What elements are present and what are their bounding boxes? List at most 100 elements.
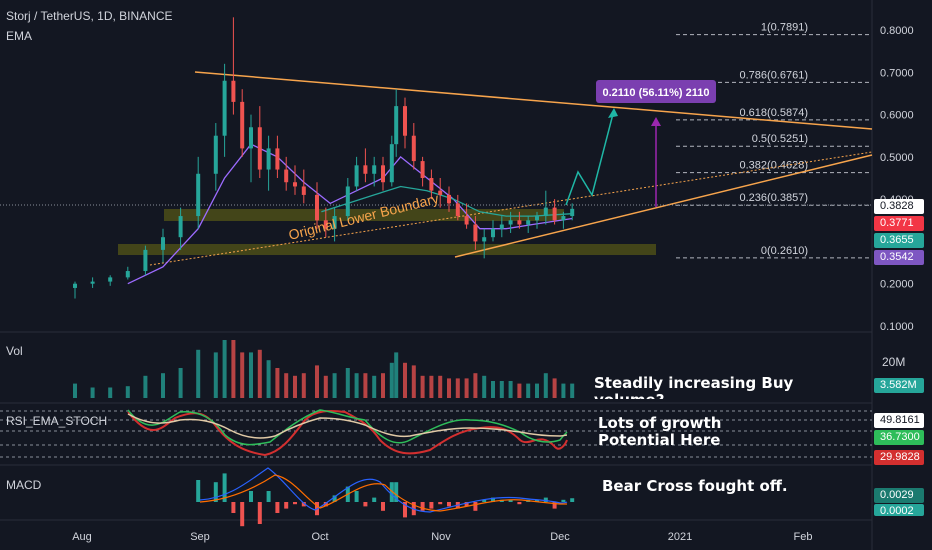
macd-histogram-bar [222,473,227,502]
volume-bar [389,362,394,398]
indicator-title: EMA [6,29,33,43]
candle-body [411,135,416,162]
volume-bar [323,375,328,398]
volume-bar [482,375,487,398]
candle-body [213,135,218,174]
price-tick-label: 0.1000 [880,321,914,333]
volume-bar [438,375,443,398]
candle-body [429,178,434,191]
volume-bar [464,378,469,398]
volume-bar [108,387,113,398]
volume-bar [293,375,297,398]
symbol-title: Storj / TetherUS, 1D, BINANCE [6,9,173,23]
candle-body [464,216,469,225]
target-measure-arrowhead [651,117,661,126]
macd-signal-line [199,474,567,512]
volume-bar [381,373,385,398]
candle-body [73,283,77,288]
macd-histogram-bar [543,497,548,502]
volume-bar [90,387,95,398]
fib-level-label: 1(0.7891) [761,22,808,34]
macd-histogram-bar [275,502,280,513]
candle-body [249,127,253,149]
macd-histogram-bar [332,495,337,502]
volume-annotation: Steadily increasing Buy volume? [594,375,794,399]
rsi-pane [0,409,872,458]
volume-bar [561,383,566,398]
macd-histogram-bar [464,502,469,507]
time-tick-label: Sep [190,531,210,543]
macd-histogram-bar [429,502,434,509]
volume-bar [125,386,130,398]
macd-histogram-bar [323,502,328,507]
macd-label-lower: 0.0002 [874,504,924,516]
fib-level-label: 0.618(0.5874) [740,107,809,119]
candle-body [420,161,425,178]
candle-body [323,220,328,229]
price-label: 0.3655 [874,233,924,248]
upper-trendline [194,71,873,130]
volume-bar [284,373,289,398]
pane-separators [0,0,873,550]
volume-axis-label: 20M [882,355,905,369]
volume-bar [372,375,377,398]
trend-lines [0,71,873,266]
rsi-line-beige [127,413,568,439]
macd-histogram-bar [552,502,557,509]
volume-bar [394,352,399,398]
candle-body [552,207,557,221]
candle-body [526,220,531,225]
price-label: 0.3542 [874,250,924,265]
ema-line [127,143,573,285]
candle-body [455,203,460,217]
candle-body [473,224,478,242]
fib-level-label: 0.786(0.6761) [740,69,809,81]
candle-body [231,80,236,102]
volume-bar [301,373,306,398]
macd-histogram-bar [249,491,253,502]
macd-histogram-bar [293,502,297,505]
candle-body [293,182,297,187]
time-axis[interactable]: Aug Sep Oct Nov Dec 2021 Feb [72,531,812,543]
candle-body [403,106,407,136]
candle-body [535,216,539,221]
macd-label-upper: 0.0029 [874,488,924,503]
volume-bar [315,365,319,398]
volume-bar [249,352,253,398]
time-tick-label: 2021 [668,531,692,543]
time-tick-label: Aug [72,531,92,543]
volume-bar [161,373,165,398]
candle-body [491,228,495,238]
candle-body [90,281,95,284]
candle-body [275,148,280,170]
candle-body [394,106,399,145]
macd-histogram-bar [381,502,385,511]
volume-bar [231,340,236,398]
fib-level-label: 0.5(0.5251) [752,133,808,145]
candle-body [315,194,319,221]
candle-body [108,277,113,282]
volume-bar [526,383,531,398]
price-tick-label: 0.7000 [880,67,914,79]
target-box-bg [596,80,716,103]
candle-body [372,165,377,174]
target-box: 0.2110 (56.11%) 2110 [596,80,716,103]
volume-bar [354,373,359,398]
fib-level-label: 0.382(0.4628) [740,160,809,172]
fibonacci-levels: 1(0.7891) 0.786(0.6761) 0.618(0.5874) 0.5(0… [676,22,872,259]
macd-histogram-bar [372,497,377,502]
price-label: 0.3771 [874,216,924,231]
candle-body [143,249,148,272]
candle-body [301,186,306,195]
volume-bar [178,368,183,398]
candle-body [178,216,183,238]
macd-histogram-bar [196,480,201,502]
volume-bar [143,375,148,398]
macd-histogram-bar [240,502,245,527]
candle-body [332,216,337,229]
macd-histogram-bar [535,499,539,502]
time-tick-label: Dec [550,531,570,543]
macd-histogram-bar [473,502,478,511]
volume-bar [508,381,513,398]
